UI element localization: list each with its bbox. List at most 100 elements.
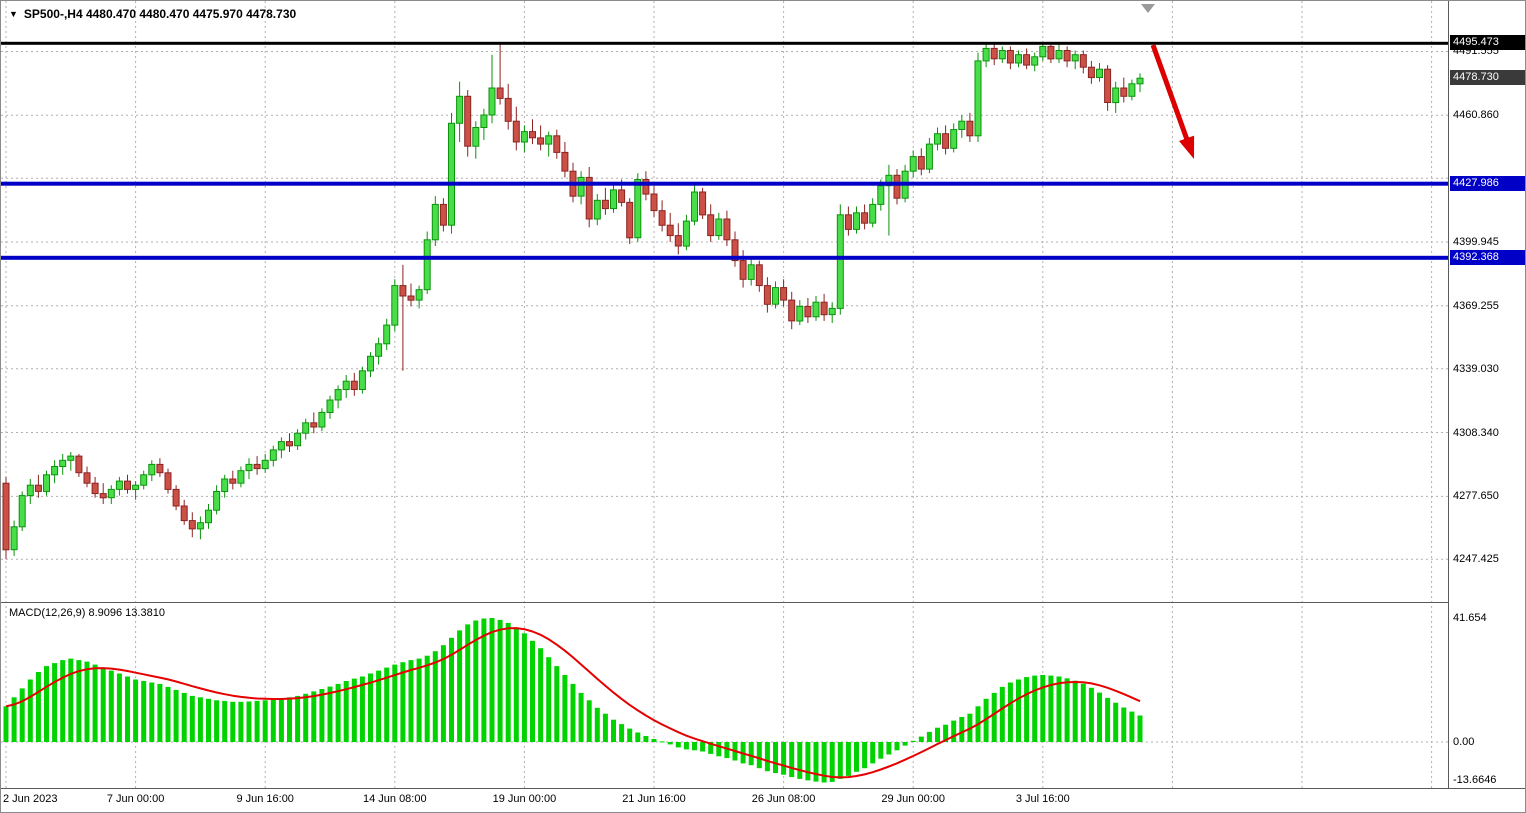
macd-histogram-bar bbox=[1080, 683, 1086, 742]
candle-body bbox=[691, 191, 698, 222]
candle-body bbox=[934, 133, 941, 145]
candle-body bbox=[83, 472, 91, 484]
macd-histogram-bar bbox=[1129, 711, 1135, 742]
candle-body bbox=[99, 493, 107, 499]
time-axis-label: 14 Jun 08:00 bbox=[362, 793, 427, 805]
time-axis-label: 19 Jun 00:00 bbox=[492, 793, 557, 805]
candle-body bbox=[610, 189, 617, 210]
macd-histogram-bar bbox=[651, 739, 657, 742]
macd-histogram-bar bbox=[327, 686, 333, 742]
macd-histogram-bar bbox=[935, 727, 940, 742]
candle-body bbox=[26, 484, 34, 497]
macd-histogram-bar bbox=[797, 742, 803, 779]
macd-histogram-bar bbox=[748, 742, 754, 766]
macd-histogram-bar bbox=[643, 736, 649, 742]
candle-body bbox=[1096, 68, 1103, 78]
candle-body bbox=[626, 201, 634, 239]
candle-body bbox=[974, 60, 982, 137]
macd-histogram-bar bbox=[84, 661, 90, 742]
macd-histogram-bar bbox=[457, 630, 463, 742]
candle-body bbox=[755, 264, 763, 287]
candle-body bbox=[925, 143, 933, 170]
candle-body bbox=[966, 120, 974, 137]
macd-histogram-bar bbox=[408, 660, 414, 742]
candle-body bbox=[132, 484, 140, 490]
candle-body bbox=[836, 214, 844, 309]
candle-body bbox=[156, 463, 164, 474]
macd-histogram-bar bbox=[343, 681, 349, 742]
macd-histogram-bar bbox=[910, 740, 916, 742]
candle-body bbox=[998, 50, 1006, 60]
chart-canvas[interactable] bbox=[1, 1, 1448, 789]
blue-level-badge-upper: 4427.986 bbox=[1450, 176, 1525, 191]
candle-body bbox=[1063, 50, 1071, 62]
candle-body bbox=[148, 463, 156, 476]
candle-body bbox=[982, 47, 990, 62]
blue-level-badge-lower: 4392.368 bbox=[1450, 250, 1525, 265]
candle-body bbox=[1023, 54, 1031, 66]
candle-body bbox=[488, 87, 496, 116]
candle-body bbox=[844, 214, 852, 230]
candle-body bbox=[375, 343, 383, 357]
macd-histogram-bar bbox=[902, 742, 908, 746]
candle-body bbox=[43, 474, 50, 492]
candle-body bbox=[537, 137, 545, 145]
resistance-line bbox=[1, 41, 1448, 45]
candle-body bbox=[286, 441, 293, 447]
macd-histogram-bar bbox=[999, 686, 1005, 742]
candle-body bbox=[893, 174, 901, 199]
macd-axis-label: -13.6646 bbox=[1453, 774, 1497, 786]
symbol-dropdown-icon[interactable]: ▼ bbox=[9, 9, 18, 19]
macd-histogram-bar bbox=[384, 667, 390, 742]
candle-body bbox=[91, 482, 99, 495]
candle-body bbox=[642, 179, 650, 195]
macd-histogram-bar bbox=[894, 742, 900, 751]
candle-body bbox=[1055, 50, 1063, 60]
macd-histogram-bar bbox=[125, 676, 130, 742]
macd-histogram-bar bbox=[692, 742, 697, 751]
macd-histogram-bar bbox=[854, 742, 859, 772]
macd-histogram-bar bbox=[295, 695, 301, 742]
candle-body bbox=[221, 478, 229, 492]
macd-histogram-bar bbox=[983, 698, 989, 742]
candle-body bbox=[318, 411, 326, 428]
macd-histogram-bar bbox=[627, 728, 633, 742]
time-axis[interactable]: 2 Jun 2023 7 Jun 00:00 9 Jun 16:00 14 Jun 0… bbox=[1, 789, 1525, 812]
macd-histogram-bar bbox=[959, 717, 965, 742]
macd-histogram-bar bbox=[238, 701, 244, 742]
macd-histogram-bar bbox=[173, 689, 179, 742]
macd-histogram-bar bbox=[675, 742, 681, 748]
candle-body bbox=[188, 520, 196, 530]
candle-body bbox=[601, 199, 609, 210]
macd-histogram-bar bbox=[1064, 678, 1070, 742]
price-axis-label: 4277.650 bbox=[1453, 490, 1499, 502]
candle-body bbox=[666, 224, 674, 237]
macd-histogram-bar bbox=[1024, 677, 1030, 742]
macd-histogram-bar bbox=[1016, 679, 1021, 742]
candle-body bbox=[869, 203, 877, 224]
macd-histogram-bar bbox=[756, 742, 762, 769]
price-axis[interactable]: 4491.555 4460.860 4399.945 4369.255 4339.030… bbox=[1448, 1, 1525, 789]
macd-histogram-bar bbox=[538, 648, 544, 742]
macd-histogram-bar bbox=[837, 742, 843, 779]
macd-histogram-bar bbox=[35, 672, 41, 742]
price-axis-label: 4399.945 bbox=[1453, 236, 1499, 248]
macd-histogram-bar bbox=[68, 658, 74, 742]
candle-body bbox=[917, 156, 925, 170]
candle-body bbox=[1104, 68, 1112, 103]
macd-histogram-bar bbox=[716, 742, 722, 757]
macd-histogram-bar bbox=[1105, 697, 1111, 742]
macd-histogram-bar bbox=[1113, 702, 1119, 742]
macd-histogram-bar bbox=[1137, 715, 1143, 742]
price-axis-label: 4460.860 bbox=[1453, 109, 1499, 121]
macd-histogram-bar bbox=[708, 742, 714, 754]
candle-body bbox=[1112, 87, 1120, 104]
candle-body bbox=[820, 301, 828, 316]
candle-body bbox=[772, 287, 779, 305]
macd-histogram-bar bbox=[683, 742, 689, 750]
macd-histogram-bar bbox=[821, 742, 827, 783]
candle-body bbox=[731, 239, 739, 262]
candle-body bbox=[739, 260, 747, 280]
candle-body bbox=[269, 449, 277, 461]
candle-body bbox=[853, 212, 860, 230]
